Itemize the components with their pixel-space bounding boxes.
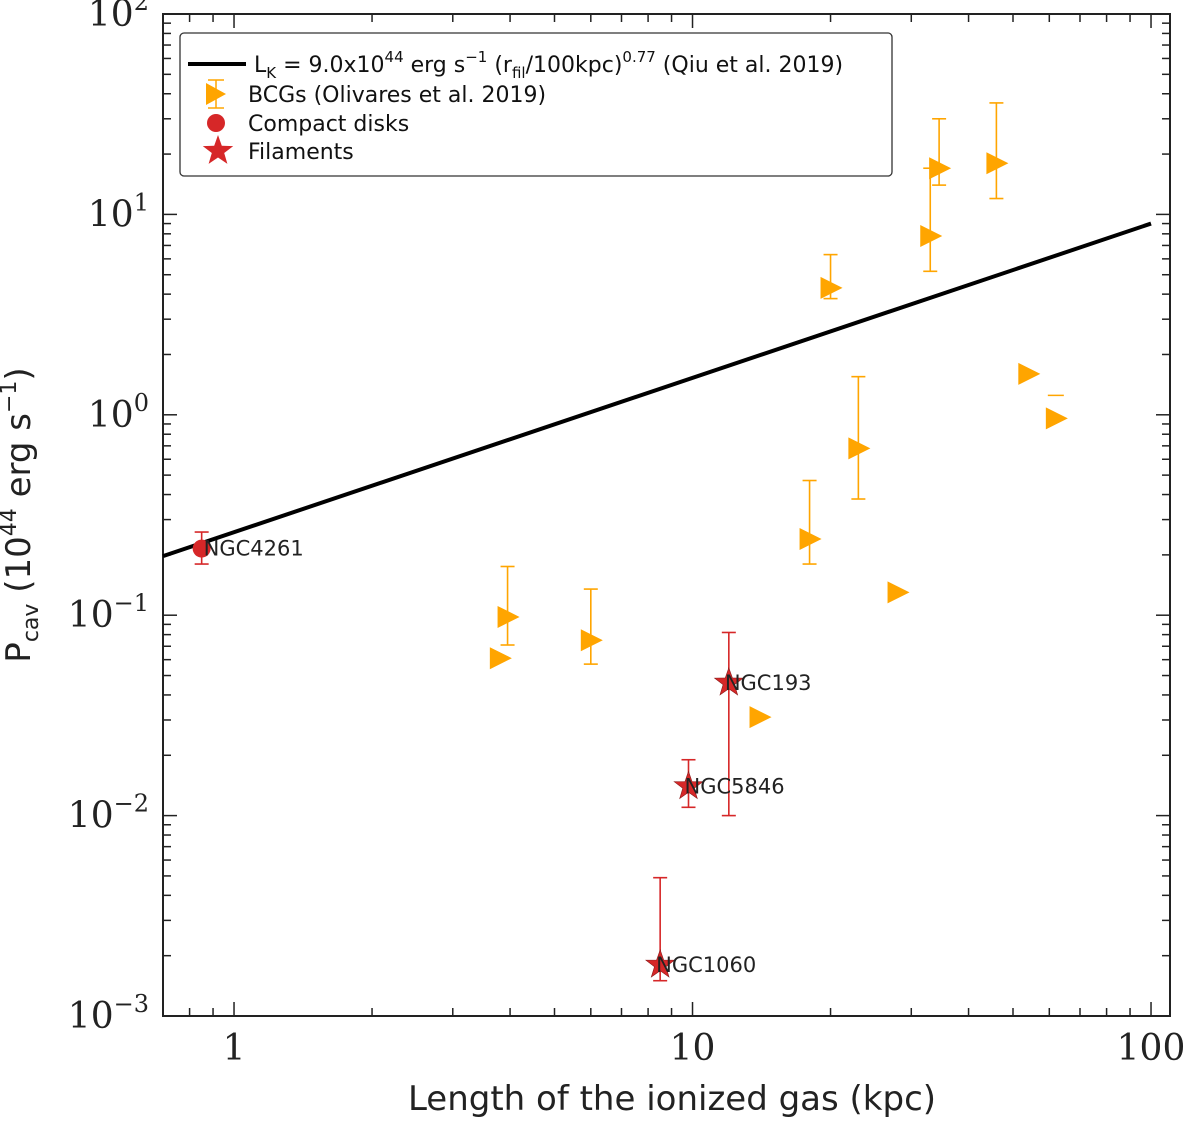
bcg-point <box>848 437 871 460</box>
x-tick-label: 10 <box>670 1028 716 1069</box>
point-label: NGC1060 <box>656 953 756 977</box>
bcg-point <box>1018 362 1041 385</box>
points-layer: NGC4261 NGC193 NGC5846 NGC1060 <box>192 102 1068 982</box>
bcg-point <box>489 647 512 670</box>
point-label: NGC5846 <box>684 774 784 798</box>
bcg-point <box>986 152 1009 175</box>
x-tick-label: 100 <box>1117 1028 1186 1069</box>
y-tick-label: 10−1 <box>68 589 149 636</box>
plot-frame <box>162 13 1171 1017</box>
point-label: NGC193 <box>725 671 812 695</box>
y-tick-label: 10−2 <box>68 790 149 837</box>
bcg-point <box>920 225 943 248</box>
legend-compact-marker <box>207 114 225 132</box>
legend-label-bcg: BCGs (Olivares et al. 2019) <box>248 83 546 108</box>
bcg-point <box>887 581 910 604</box>
legend-bcg-marker <box>206 79 226 109</box>
bcg-point <box>820 276 843 299</box>
legend-label-filament: Filaments <box>248 140 354 165</box>
x-tick-label: 1 <box>223 1028 246 1069</box>
bcg-point <box>799 528 822 551</box>
y-tick-label: 101 <box>88 188 149 235</box>
y-axis-title: Pcav (1044 erg s−1) <box>0 367 44 662</box>
filament-point <box>713 666 744 696</box>
y-tick-label: 100 <box>88 389 149 436</box>
legend-label-compact: Compact disks <box>248 112 409 137</box>
relation-layer <box>162 221 1152 558</box>
compact-point <box>192 539 211 558</box>
legend-filament-marker <box>202 135 234 164</box>
x-axis-title: Length of the ionized gas (kpc) <box>408 1079 936 1119</box>
y-tick-label: 10−3 <box>68 990 149 1037</box>
legend: LK = 9.0x1044 erg s−1 (rfil/100kpc)0.77 … <box>179 32 893 177</box>
axis-ticks: 1 10 100 10−3 10−2 10−1 100 101 102 <box>68 0 1186 1069</box>
bcg-point <box>929 157 952 180</box>
bcg-point <box>1045 407 1068 430</box>
legend-label-relation: LK = 9.0x1044 erg s−1 (rfil/100kpc)0.77 … <box>254 48 843 82</box>
point-label: NGC4261 <box>204 537 304 561</box>
bcg-point <box>580 629 603 652</box>
filament-point <box>673 770 704 800</box>
bcg-point <box>749 706 772 729</box>
legend-box <box>179 32 893 177</box>
filament-point <box>645 948 676 978</box>
relation-line <box>162 221 1152 558</box>
y-tick-label: 102 <box>88 0 149 35</box>
bcg-point <box>497 605 520 628</box>
